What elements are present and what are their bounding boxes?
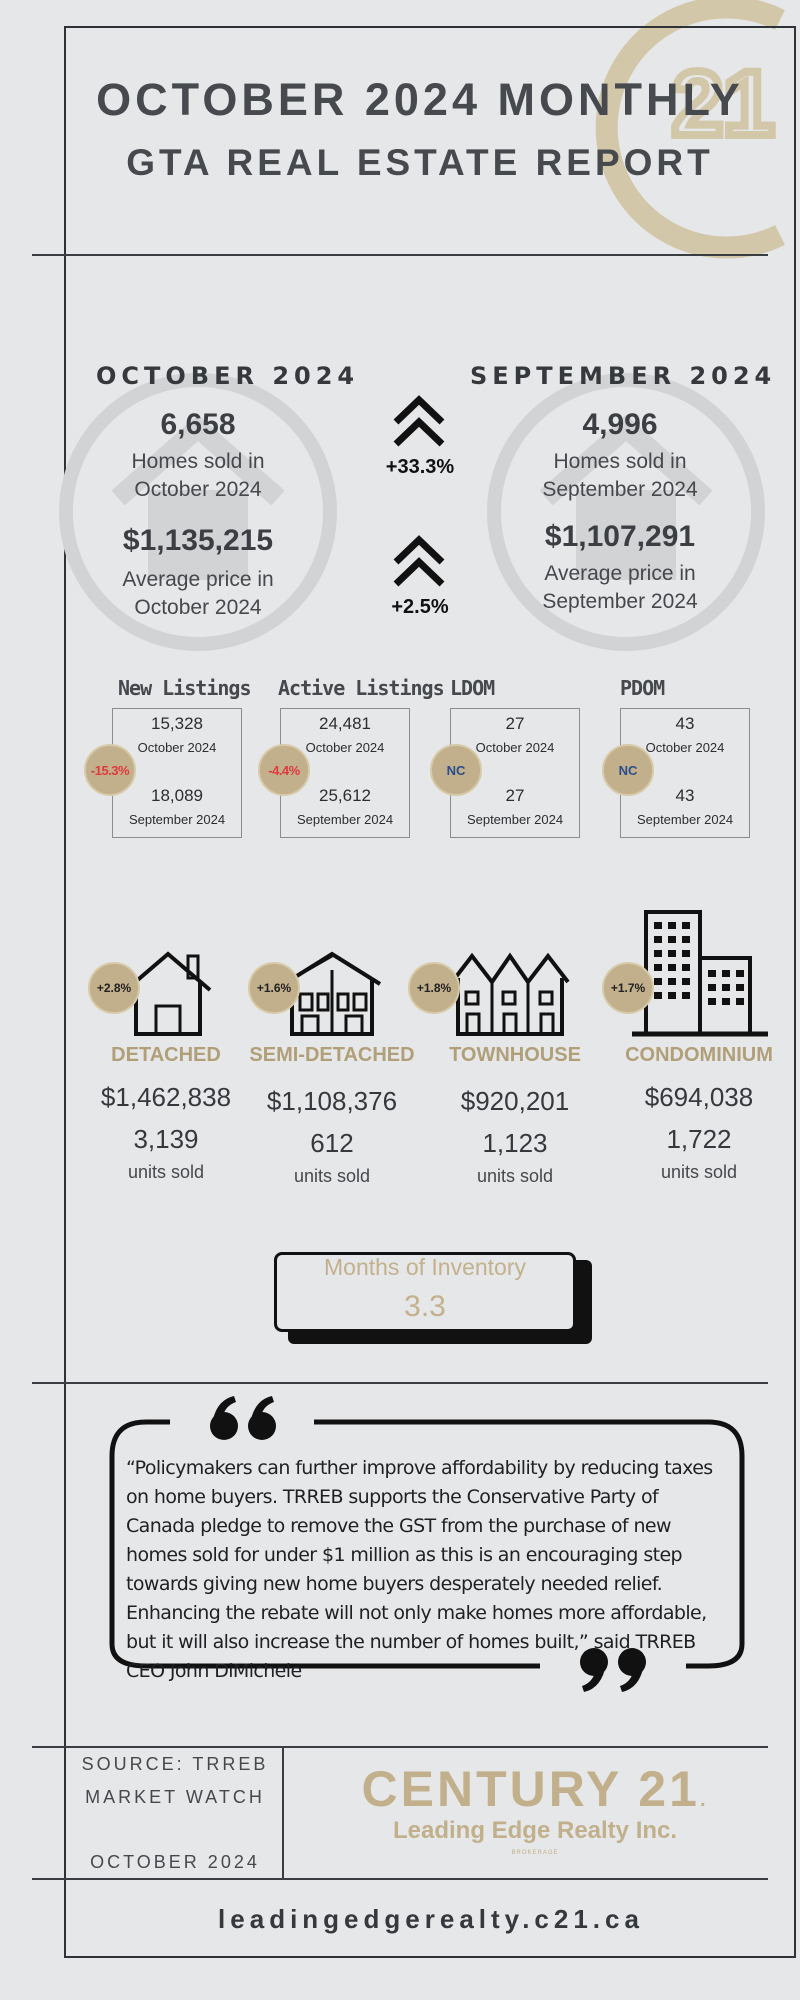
brokerage-name: Leading Edge Realty Inc. [392, 1817, 678, 1844]
condominium-units-label: units sold [660, 1162, 738, 1182]
current-avg-price: $1,135,215 [122, 524, 274, 557]
footer-top-divider [32, 1746, 768, 1748]
ldom-previous-period: September 2024 [466, 812, 564, 827]
ldom-label: LDOM [450, 676, 495, 700]
semi-detached-change-badge: +1.6% [248, 962, 300, 1014]
current-avg-price-caption: Average price in October 2024 [122, 568, 274, 619]
previous-homes-sold: 4,996 [582, 408, 658, 441]
pdom-label: PDOM [620, 676, 665, 700]
footer-bottom-divider [32, 1878, 768, 1880]
current-homes-sold-caption: Homes sold in October 2024 [131, 450, 265, 501]
active-listings-label: Active Listings [278, 676, 445, 700]
house-watermark-icon [59, 373, 337, 651]
homes-sold-change: +33.3% [385, 456, 455, 478]
century21-logo-mark: . [699, 1789, 709, 1811]
century21-logo-text: CENTURY 21 [361, 1761, 700, 1817]
brokerage-tag: BROKERAGE [511, 1850, 559, 1856]
condo-building-icon [632, 910, 768, 1037]
previous-avg-price: $1,107,291 [544, 520, 696, 553]
ldom-previous-value: 27 [505, 786, 525, 805]
double-chevron-up-icon [393, 395, 445, 447]
detached-units: 3,139 [133, 1124, 199, 1154]
detached-change-badge: +2.8% [88, 962, 140, 1014]
open-quote-icon [210, 1396, 276, 1440]
semi-detached-icon [282, 951, 382, 1036]
website-link[interactable]: leadingedgerealty.c21.ca [218, 1904, 644, 1934]
speech-bubble-frame [109, 1419, 745, 1669]
active-listings-current-period: October 2024 [305, 740, 385, 755]
active-listings-previous-value: 25,612 [319, 786, 371, 805]
new-listings-previous-value: 18,089 [151, 786, 203, 805]
semi-detached-price: $1,108,376 [266, 1086, 398, 1116]
inventory-label: Months of Inventory [324, 1254, 526, 1280]
source-line1: SOURCE: TRREB [81, 1754, 269, 1774]
new-listings-current-period: October 2024 [137, 740, 217, 755]
header-divider [32, 254, 768, 256]
page-frame [64, 26, 796, 1958]
house-icon [124, 951, 212, 1036]
house-watermark-icon [487, 373, 765, 651]
close-quote-icon [580, 1648, 646, 1692]
ldom-change-badge: NC [430, 744, 482, 796]
avg-price-change: +2.5% [391, 596, 449, 618]
source-date: OCTOBER 2024 [90, 1852, 260, 1872]
new-listings-change-badge: -15.3% [84, 744, 136, 796]
pdom-previous-value: 43 [675, 786, 695, 805]
current-homes-sold: 6,658 [160, 408, 236, 441]
condominium-price: $694,038 [644, 1082, 754, 1112]
century21-logo: CENTURY 21. [330, 1760, 740, 1818]
active-listings-current-value: 24,481 [319, 714, 371, 733]
condominium-units: 1,722 [666, 1124, 732, 1154]
detached-price: $1,462,838 [100, 1082, 232, 1112]
semi-detached-type-label: SEMI-DETACHED [249, 1044, 415, 1066]
quote-text: “Policymakers can further improve afford… [126, 1457, 713, 1682]
active-listings-change-badge: -4.4% [258, 744, 310, 796]
pdom-previous-period: September 2024 [636, 812, 734, 827]
quote-divider [32, 1382, 768, 1384]
semi-detached-units: 612 [310, 1128, 354, 1158]
townhouse-change-badge: +1.8% [408, 962, 460, 1014]
c21-watermark-icon: 21 [595, 0, 785, 259]
townhouse-units: 1,123 [482, 1128, 548, 1158]
townhouse-icon [450, 952, 570, 1036]
townhouse-type-label: TOWNHOUSE [449, 1044, 581, 1066]
pdom-change-badge: NC [602, 744, 654, 796]
new-listings-label: New Listings [118, 676, 251, 700]
report-title-line2: GTA REAL ESTATE REPORT [126, 142, 714, 183]
inventory-box [274, 1252, 576, 1332]
pdom-current-value: 43 [675, 714, 695, 733]
c21-watermark-text: 21 [672, 53, 774, 155]
ldom-current-period: October 2024 [475, 740, 555, 755]
new-listings-current-value: 15,328 [151, 714, 203, 733]
double-chevron-up-icon [393, 535, 445, 587]
report-title-line1: OCTOBER 2024 MONTHLY [96, 74, 744, 125]
detached-units-label: units sold [127, 1162, 205, 1182]
ldom-current-value: 27 [505, 714, 525, 733]
detached-type-label: DETACHED [111, 1044, 221, 1066]
inventory-value: 3.3 [404, 1290, 446, 1323]
condominium-change-badge: +1.7% [602, 962, 654, 1014]
condominium-type-label: CONDOMINIUM [625, 1044, 773, 1066]
semi-detached-units-label: units sold [293, 1166, 371, 1186]
source-line2: MARKET WATCH [85, 1787, 265, 1807]
current-period-heading: OCTOBER 2024 [96, 362, 360, 390]
previous-homes-sold-caption: Homes sold in September 2024 [542, 450, 698, 501]
townhouse-price: $920,201 [460, 1086, 570, 1116]
townhouse-units-label: units sold [476, 1166, 554, 1186]
previous-avg-price-caption: Average price in September 2024 [542, 562, 698, 613]
footer-vertical-divider [282, 1746, 284, 1878]
pdom-current-period: October 2024 [645, 740, 725, 755]
previous-period-heading: SEPTEMBER 2024 [470, 362, 777, 390]
active-listings-previous-period: September 2024 [296, 812, 394, 827]
new-listings-previous-period: September 2024 [128, 812, 226, 827]
